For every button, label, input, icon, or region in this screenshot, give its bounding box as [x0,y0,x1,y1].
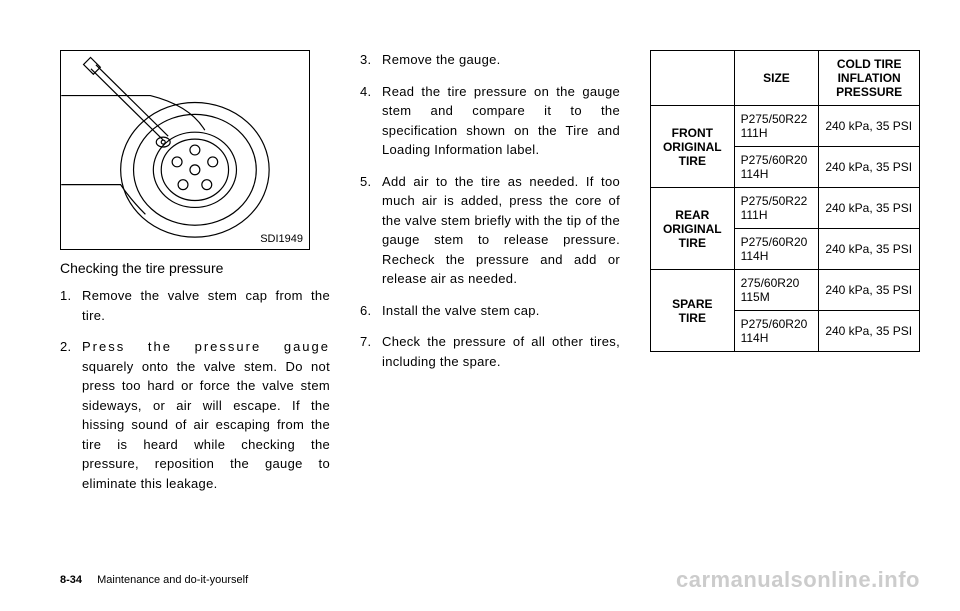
column-1: SDI1949 Checking the tire pressure Remov… [60,50,330,505]
tire-pressure-figure: SDI1949 [60,50,310,250]
rear-size-2: P275/60R20 114H [734,229,819,270]
spare-press-1: 240 kPa, 35 PSI [819,270,920,311]
tire-pressure-table: SIZE COLD TIRE INFLATION PRESSURE FRONT … [650,50,920,352]
column-3: SIZE COLD TIRE INFLATION PRESSURE FRONT … [650,50,920,505]
front-label: FRONT ORIGINAL TIRE [651,106,735,188]
spare-label: SPARE TIRE [651,270,735,352]
front-size-1: P275/50R22 111H [734,106,819,147]
table-row: REAR ORIGINAL TIRE P275/50R22 111H 240 k… [651,188,920,229]
front-size-2: P275/60R20 114H [734,147,819,188]
front-press-2: 240 kPa, 35 PSI [819,147,920,188]
step-1: Remove the valve stem cap from the tire. [60,286,330,325]
step-7: Check the pressure of all other tires, i… [360,332,620,371]
header-pressure: COLD TIRE INFLATION PRESSURE [819,51,920,106]
spare-size-2: P275/60R20 114H [734,311,819,352]
step-2-stretch: Press the pressure gauge [82,339,330,354]
step-6: Install the valve stem cap. [360,301,620,321]
table-row: SPARE TIRE 275/60R20 115M 240 kPa, 35 PS… [651,270,920,311]
step-4: Read the tire pressure on the gauge stem… [360,82,620,160]
front-press-1: 240 kPa, 35 PSI [819,106,920,147]
step-2-rest: squarely onto the valve stem. Do not pre… [82,359,330,491]
tire-illustration [61,51,309,249]
column-2: Remove the gauge. Read the tire pressure… [360,50,620,505]
table-header-row: SIZE COLD TIRE INFLATION PRESSURE [651,51,920,106]
step-5: Add air to the tire as needed. If too mu… [360,172,620,289]
table-row: FRONT ORIGINAL TIRE P275/50R22 111H 240 … [651,106,920,147]
rear-press-2: 240 kPa, 35 PSI [819,229,920,270]
page-footer: 8-34 Maintenance and do-it-yourself [60,574,248,586]
spare-press-2: 240 kPa, 35 PSI [819,311,920,352]
header-size: SIZE [734,51,819,106]
page-number: 8-34 [60,574,82,586]
page-content: SDI1949 Checking the tire pressure Remov… [60,50,900,505]
subheading: Checking the tire pressure [60,260,330,276]
rear-label: REAR ORIGINAL TIRE [651,188,735,270]
step-2: Press the pressure gauge squarely onto t… [60,337,330,493]
rear-size-1: P275/50R22 111H [734,188,819,229]
figure-label: SDI1949 [260,233,303,245]
section-title: Maintenance and do-it-yourself [97,574,248,586]
steps-list-2: Remove the gauge. Read the tire pressure… [360,50,620,371]
steps-list-1: Remove the valve stem cap from the tire.… [60,286,330,493]
rear-press-1: 240 kPa, 35 PSI [819,188,920,229]
header-blank [651,51,735,106]
step-3: Remove the gauge. [360,50,620,70]
watermark: carmanualsonline.info [676,567,920,593]
spare-size-1: 275/60R20 115M [734,270,819,311]
